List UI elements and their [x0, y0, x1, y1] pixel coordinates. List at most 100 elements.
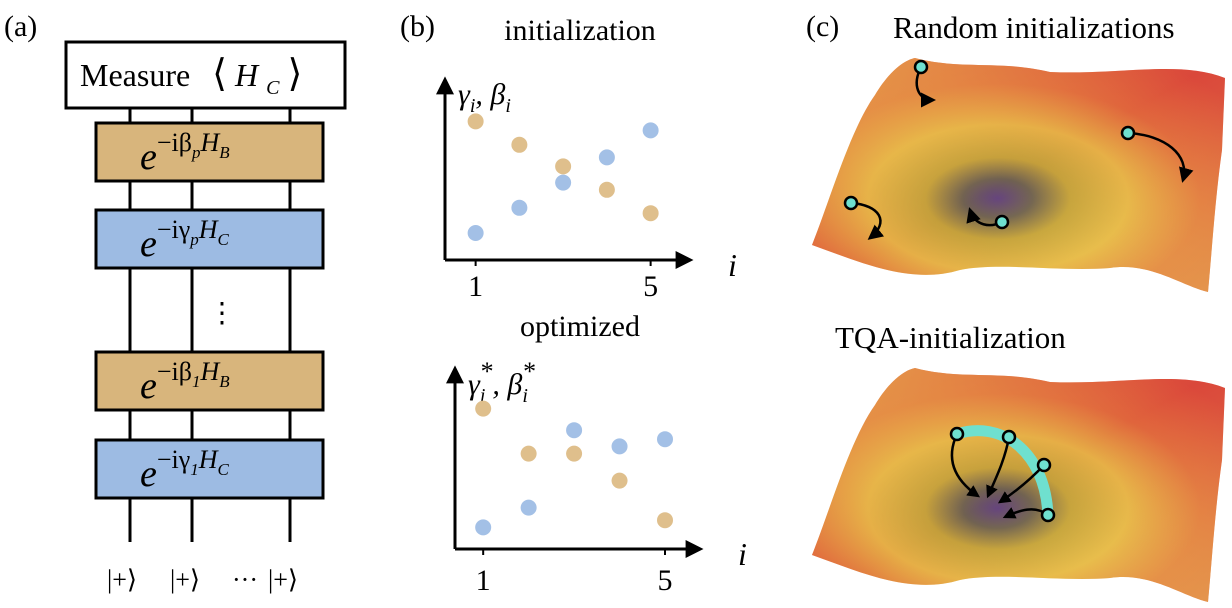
exponent-op-sub: C [218, 460, 230, 479]
init-point [913, 59, 929, 75]
measure-word: Measure [80, 57, 190, 93]
init-point [994, 214, 1010, 230]
base: e [140, 136, 157, 178]
init-point [843, 195, 859, 211]
point [657, 512, 673, 529]
point [598, 181, 615, 198]
chart-title: initialization [504, 14, 656, 47]
y-label-part: i [505, 95, 511, 117]
arrow [950, 433, 981, 498]
exponent: −iγ [157, 215, 190, 244]
tqa-path [951, 425, 1054, 521]
arrow [850, 201, 885, 240]
point [555, 158, 572, 175]
gate [94, 208, 325, 270]
point [475, 400, 492, 417]
exponent-sub: 1 [192, 372, 201, 391]
gate-label: e−iγpHC [140, 215, 230, 265]
point [657, 431, 673, 448]
y-label-part: γ [468, 368, 481, 401]
bracket: ⟨ [212, 53, 227, 95]
init-point [949, 426, 965, 442]
y-axis-label: γi*, βi* [468, 357, 535, 407]
exponent: −iβ [157, 128, 192, 157]
exponent-sub: p [189, 230, 199, 249]
point [642, 122, 659, 139]
point [642, 205, 659, 222]
y-label-part: * [479, 357, 492, 386]
point [555, 174, 572, 191]
point [467, 225, 484, 241]
point [467, 113, 484, 130]
ket: |+⟩ [268, 565, 298, 594]
point [598, 149, 615, 166]
y-label-part: i [470, 95, 476, 117]
landscape [812, 58, 1225, 292]
panel-label: (b) [400, 10, 435, 43]
x-tick-label: 1 [468, 270, 483, 303]
base: e [140, 453, 157, 495]
point [566, 445, 583, 462]
gate-label: e−iγ1HC [140, 445, 230, 495]
x-axis-label: i [738, 536, 747, 572]
panel-label: (c) [806, 10, 839, 43]
operator: H [234, 57, 260, 93]
circuit: (a) Measure ⟨ H C ⟩ e−iβpHBe−iγpHCe−iβ1H… [4, 10, 347, 594]
init-point [1036, 457, 1052, 473]
exponent: −iγ [157, 445, 190, 474]
measure-box [64, 40, 347, 110]
point [520, 499, 537, 516]
init-point [1001, 429, 1017, 445]
exponent-op-sub: B [219, 372, 230, 391]
operator-sub: C [266, 77, 280, 99]
x-tick-label: 5 [643, 270, 658, 303]
y-label-part: i [522, 385, 528, 407]
ket: |+⟩ [107, 565, 137, 594]
x-tick-label: 1 [476, 564, 491, 597]
measure-text: Measure ⟨ H C ⟩ [80, 53, 302, 101]
surface-sheen [812, 58, 1225, 292]
point [511, 199, 528, 216]
ket: |+⟩ [170, 565, 200, 594]
landscape [812, 368, 1225, 602]
y-label-part: * [522, 357, 535, 386]
point [520, 445, 537, 462]
surface-sheen [812, 368, 1225, 602]
y-label-part: , β [492, 368, 522, 401]
gate [94, 350, 325, 412]
x-axis-label: i [728, 247, 737, 283]
init-point [1120, 125, 1136, 141]
base: e [140, 365, 157, 407]
point [475, 519, 492, 536]
point [566, 422, 583, 439]
exponent-op: H [200, 357, 221, 386]
ket-dots: ··· [232, 565, 258, 594]
gate [94, 438, 325, 500]
exponent-sub: p [191, 143, 201, 162]
exponent-op: H [198, 445, 219, 474]
x-tick-label: 5 [658, 564, 673, 597]
gate [94, 121, 325, 183]
y-label-part: γ [458, 78, 471, 111]
gate-label: e−iβ1HB [140, 357, 230, 407]
exponent-op: H [200, 128, 221, 157]
gate-label: e−iβpHB [140, 128, 230, 178]
landscape-title: Random initializations [893, 10, 1175, 45]
landscape-title: TQA-initialization [835, 320, 1066, 355]
bracket: ⟩ [287, 53, 302, 95]
point [611, 472, 628, 489]
exponent-op-sub: C [218, 230, 230, 249]
exponent-op-sub: B [219, 143, 230, 162]
chart-title: optimized [520, 310, 640, 343]
init-point [1040, 507, 1056, 523]
point [511, 136, 528, 153]
exponent: −iβ [157, 357, 192, 386]
point [611, 438, 628, 455]
y-axis-label: γi, βi [458, 78, 511, 117]
exponent-sub: 1 [190, 460, 199, 479]
arrow [1127, 131, 1194, 183]
y-label-part: , β [475, 78, 505, 111]
y-label-part: i [480, 385, 486, 407]
